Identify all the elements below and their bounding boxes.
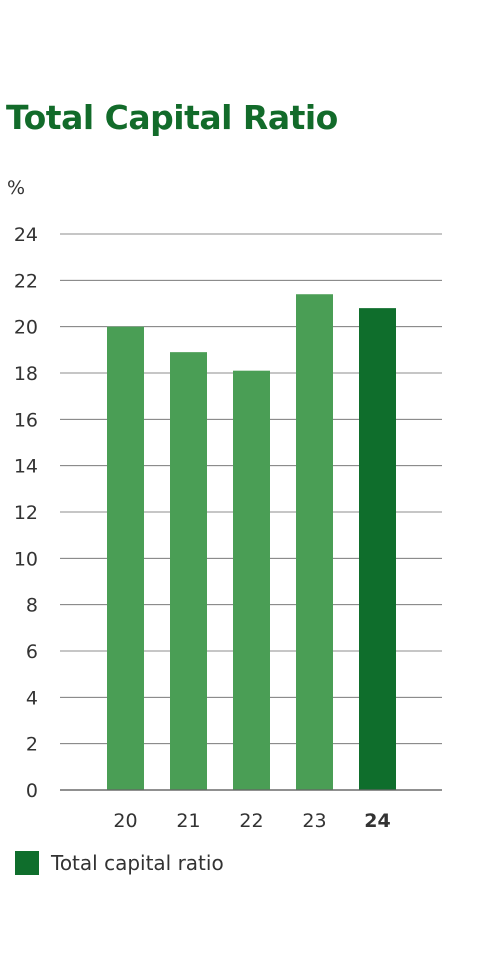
y-tick-label-16: 16: [14, 409, 38, 431]
chart-title: Total Capital Ratio: [6, 98, 338, 137]
bar-23: [296, 294, 333, 790]
y-tick-label-20: 20: [14, 317, 38, 339]
x-tick-label-23: 23: [302, 810, 326, 832]
y-tick-label-24: 24: [14, 224, 38, 246]
y-tick-label-4: 4: [26, 687, 38, 709]
y-tick-label-22: 22: [14, 270, 38, 292]
y-tick-label-18: 18: [14, 363, 38, 385]
bar-22: [233, 370, 270, 790]
x-tick-label-20: 20: [113, 810, 137, 832]
x-tick-label-24: 24: [364, 810, 390, 832]
y-tick-label-6: 6: [26, 641, 38, 663]
legend-label: Total capital ratio: [51, 851, 224, 875]
x-axis-tick-labels: 20 21 22 23 24: [113, 810, 390, 832]
x-tick-label-22: 22: [239, 810, 263, 832]
x-tick-label-21: 21: [176, 810, 200, 832]
y-axis-unit-label: %: [7, 177, 25, 199]
y-tick-label-14: 14: [14, 456, 38, 478]
y-tick-label-8: 8: [26, 595, 38, 617]
y-tick-label-10: 10: [14, 548, 38, 570]
bar-24: [359, 308, 396, 790]
y-tick-label-2: 2: [26, 734, 38, 756]
y-tick-label-12: 12: [14, 502, 38, 524]
y-tick-label-0: 0: [26, 780, 38, 802]
legend: Total capital ratio: [15, 851, 224, 875]
bar-20: [107, 326, 144, 790]
legend-swatch: [15, 851, 39, 875]
bars: [60, 294, 442, 791]
bar-21: [170, 352, 207, 790]
